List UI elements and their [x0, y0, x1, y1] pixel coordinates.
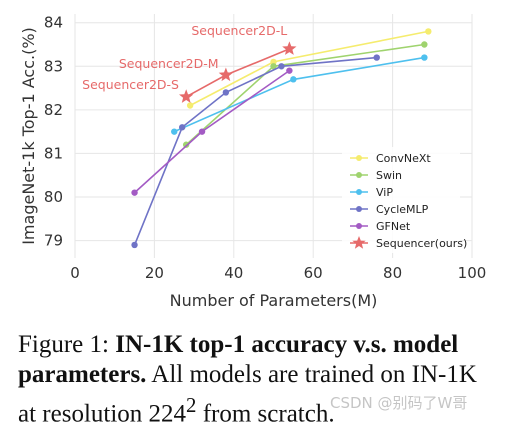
y-tick-label: 80 — [44, 188, 63, 206]
series-cyclemlp — [131, 54, 380, 249]
data-point — [186, 102, 194, 109]
data-point — [270, 63, 277, 70]
caption-prefix: Figure 1: — [18, 331, 116, 358]
x-tick-label: 80 — [383, 264, 402, 282]
y-tick-label: 79 — [44, 232, 63, 250]
x-tick-label: 60 — [304, 264, 323, 282]
legend-marker — [356, 155, 362, 161]
data-point — [131, 189, 138, 196]
data-point — [222, 89, 230, 96]
caption-rest-end: from scratch. — [196, 400, 335, 428]
point-annotation: Sequencer2D-M — [119, 56, 219, 71]
figure-caption: Figure 1: IN-1K top-1 accuracy v.s. mode… — [18, 330, 496, 429]
data-point — [278, 63, 285, 70]
y-tick-label: 81 — [44, 144, 63, 162]
legend: ConvNeXt Swin ViP CycleMLP GFNet Sequencer(ou… — [342, 147, 467, 253]
data-point — [421, 54, 428, 61]
legend-label: Swin — [376, 169, 402, 182]
data-point — [171, 128, 178, 135]
series-convnext — [186, 28, 432, 109]
series-sequencer-ours-: Sequencer2D-S Sequencer2D-M Sequencer2D-L — [82, 23, 297, 103]
y-tick-label: 84 — [44, 14, 63, 32]
legend-label: ConvNeXt — [376, 152, 431, 165]
x-tick-label: 100 — [458, 264, 487, 282]
data-point — [421, 41, 428, 48]
x-axis-label: Number of Parameters(M) — [170, 291, 378, 310]
y-tick-label: 82 — [44, 101, 63, 119]
watermark: CSDN @别码了W哥 — [330, 394, 468, 412]
legend-label: Sequencer(ours) — [376, 237, 467, 250]
point-annotation: Sequencer2D-S — [82, 77, 179, 92]
data-point — [131, 241, 138, 249]
data-point — [198, 128, 206, 135]
star-marker — [282, 41, 297, 55]
data-point — [290, 76, 297, 83]
y-axis-label: ImageNet-1k Top-1 Acc.(%) — [19, 27, 38, 245]
legend-marker — [356, 223, 362, 229]
x-tick-label: 40 — [224, 264, 243, 282]
legend-marker — [356, 189, 362, 195]
caption-superscript: 2 — [186, 393, 197, 417]
legend-marker — [356, 206, 362, 212]
legend-label: CycleMLP — [376, 203, 429, 216]
legend-label: GFNet — [376, 220, 411, 233]
legend-box — [342, 147, 460, 253]
y-tick-label: 83 — [44, 57, 63, 75]
star-marker — [218, 67, 233, 82]
legend-marker — [356, 172, 362, 178]
legend-star-marker — [352, 236, 366, 249]
x-tick-label: 20 — [145, 264, 164, 282]
x-tick-label: 0 — [70, 264, 80, 282]
data-point — [425, 28, 432, 35]
data-point — [178, 124, 186, 131]
data-point — [286, 67, 293, 74]
legend-label: ViP — [376, 186, 393, 199]
point-annotation: Sequencer2D-L — [191, 23, 287, 38]
star-marker — [179, 89, 194, 103]
caption-bold: IN-1K top-1 accuracy v.s. model paramete… — [18, 331, 459, 388]
accuracy-vs-params-chart: 0 20 40 60 80 100 79 80 81 82 83 84 Number of Parame… — [19, 14, 487, 310]
data-point — [373, 54, 380, 61]
series-vip — [171, 54, 428, 135]
series-gfnet — [131, 67, 293, 196]
